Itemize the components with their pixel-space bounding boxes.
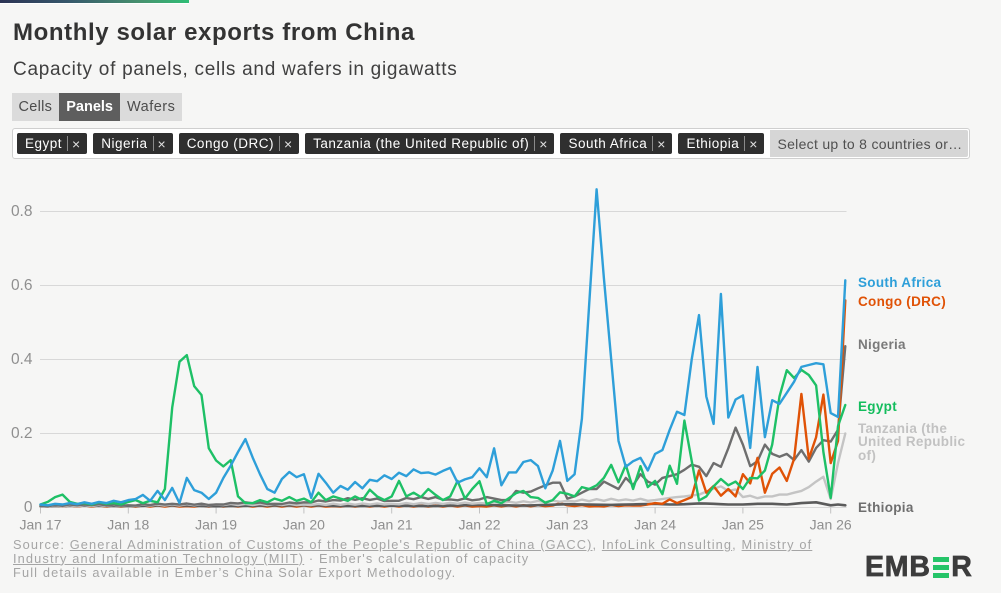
svg-text:Jan 24: Jan 24: [634, 517, 676, 533]
svg-text:0.6: 0.6: [11, 277, 33, 294]
svg-text:Jan 17: Jan 17: [19, 517, 61, 533]
svg-text:Jan 21: Jan 21: [371, 517, 413, 533]
svg-text:0.2: 0.2: [11, 425, 33, 442]
svg-text:0.4: 0.4: [11, 351, 33, 368]
svg-text:Jan 20: Jan 20: [283, 517, 325, 533]
svg-text:0: 0: [24, 499, 33, 516]
svg-text:Jan 25: Jan 25: [722, 517, 764, 533]
svg-text:Jan 19: Jan 19: [195, 517, 237, 533]
svg-text:Jan 18: Jan 18: [107, 517, 149, 533]
svg-text:Jan 26: Jan 26: [810, 517, 852, 533]
svg-text:Jan 23: Jan 23: [546, 517, 588, 533]
svg-text:0.8: 0.8: [11, 203, 33, 220]
svg-text:Jan 22: Jan 22: [458, 517, 500, 533]
